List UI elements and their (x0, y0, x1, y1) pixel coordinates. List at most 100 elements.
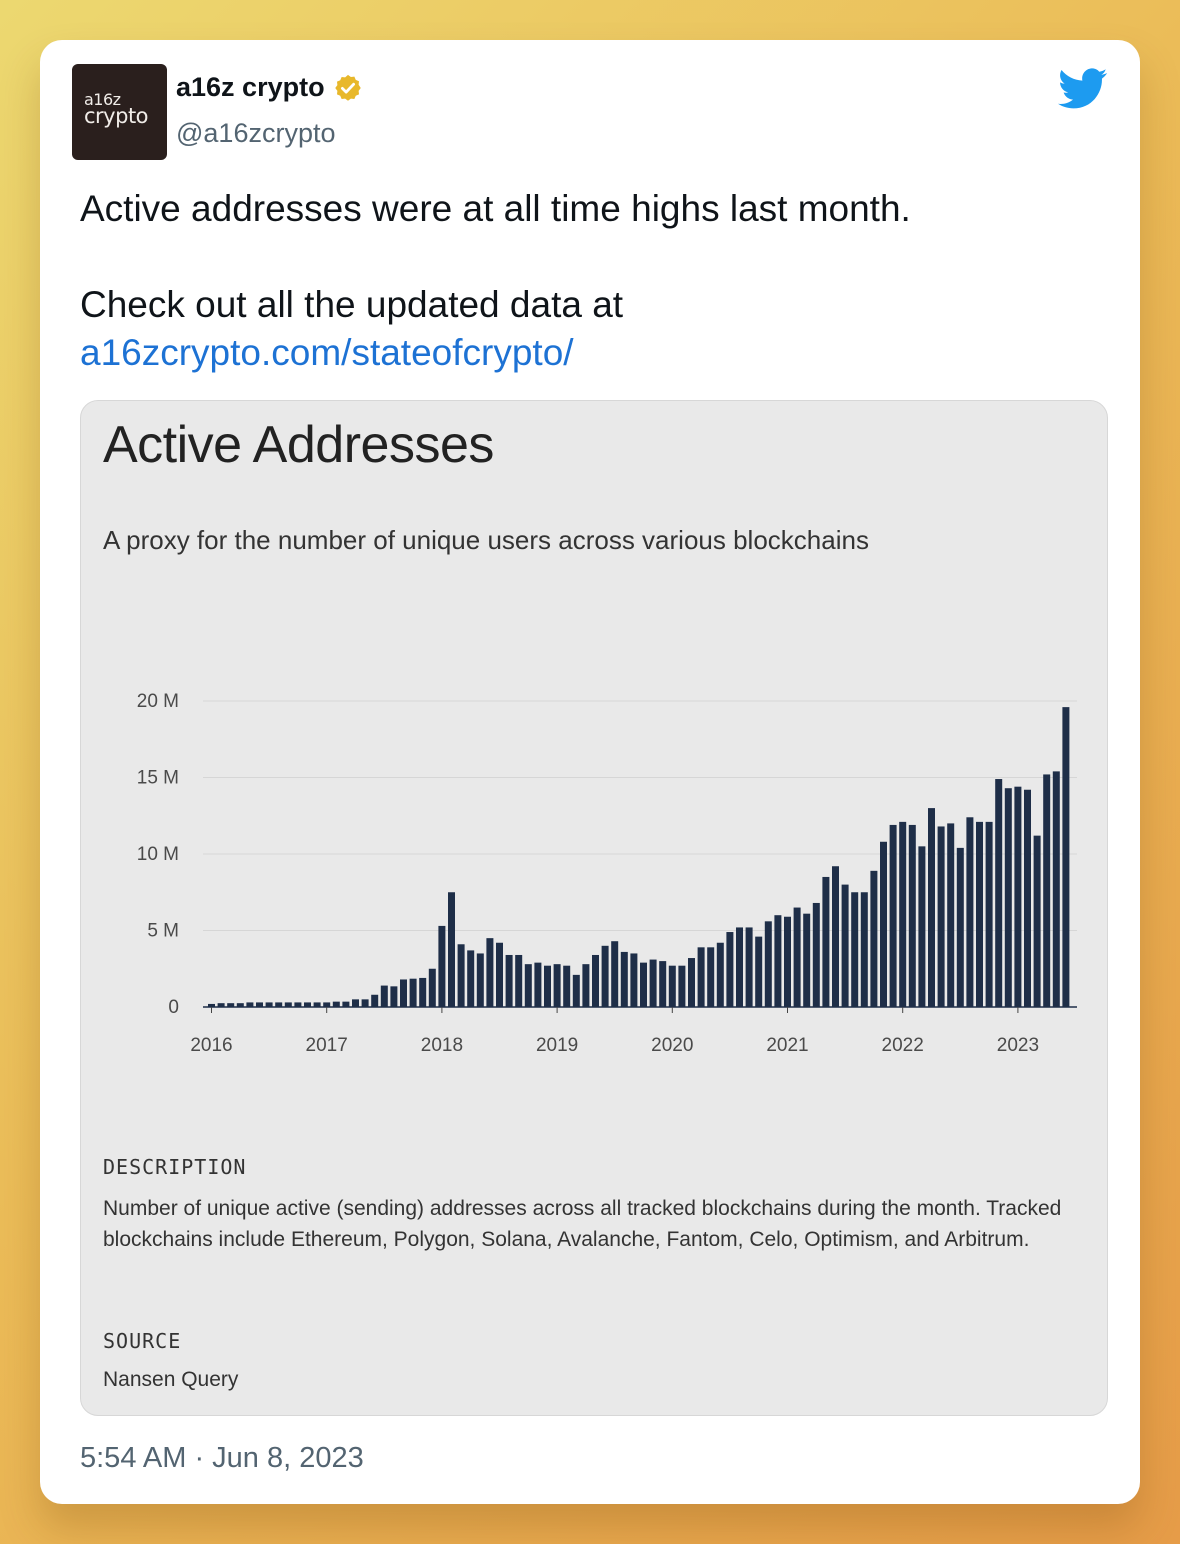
bar (486, 938, 494, 1007)
x-tick-label: 2020 (651, 1035, 693, 1056)
bar (918, 846, 926, 1007)
bar (313, 1002, 321, 1007)
chart-card-image[interactable]: Active Addresses A proxy for the number … (80, 400, 1108, 1416)
chart-title: Active Addresses (103, 416, 494, 474)
bar (217, 1003, 225, 1007)
bar (553, 964, 561, 1007)
bar (246, 1002, 254, 1007)
bar (851, 892, 859, 1007)
avatar[interactable]: a16z crypto (72, 64, 167, 160)
bar (361, 999, 369, 1007)
bar (822, 876, 830, 1007)
bar (563, 965, 571, 1007)
bar (544, 965, 551, 1007)
bar (947, 823, 955, 1007)
bar (899, 821, 907, 1007)
bar (678, 965, 686, 1007)
y-tick-label: 15 M (137, 768, 179, 789)
bar (832, 866, 839, 1007)
bar (304, 1002, 311, 1007)
bar (620, 951, 628, 1007)
bar (1014, 786, 1022, 1007)
bar (1043, 774, 1051, 1007)
bar (505, 954, 513, 1007)
bar (371, 994, 379, 1007)
bar (275, 1002, 283, 1007)
bar (534, 962, 542, 1007)
bar (764, 921, 772, 1007)
bar (908, 824, 916, 1007)
bar (380, 985, 388, 1007)
bar (265, 1002, 273, 1007)
bar (937, 826, 945, 1007)
avatar-logo-line1: a16z (84, 90, 121, 109)
display-name[interactable]: a16z crypto (176, 72, 325, 102)
bar (236, 1003, 244, 1007)
bar (1024, 789, 1031, 1007)
bar (409, 978, 417, 1007)
bar (601, 945, 609, 1007)
bar (880, 841, 887, 1007)
bar (803, 913, 811, 1007)
y-tick-label: 10 M (137, 844, 179, 865)
bar (995, 779, 1003, 1007)
source-heading: SOURCE (103, 1329, 182, 1353)
tweet-text: Active addresses were at all time highs … (80, 185, 1100, 377)
bar (716, 942, 724, 1007)
chart-subtitle: A proxy for the number of unique users a… (103, 525, 869, 555)
bar (688, 958, 695, 1007)
x-tick-label: 2023 (997, 1035, 1039, 1056)
bar (438, 925, 446, 1007)
bar (611, 941, 619, 1007)
tweet-timestamp[interactable]: 5:54 AM · Jun 8, 2023 (80, 1442, 364, 1474)
bar (457, 944, 465, 1007)
description-heading: DESCRIPTION (103, 1155, 247, 1179)
bar (966, 817, 974, 1007)
bar (630, 953, 638, 1007)
bar (572, 974, 580, 1007)
bar (332, 1001, 340, 1007)
source-text: Nansen Query (103, 1368, 239, 1391)
user-handle[interactable]: @a16zcrypto (176, 118, 336, 148)
bar (227, 1003, 235, 1007)
bar (668, 965, 676, 1007)
bar (726, 932, 734, 1007)
bar (736, 927, 743, 1007)
bar (294, 1002, 302, 1007)
bar (400, 979, 407, 1007)
bar (956, 847, 964, 1007)
bar (284, 1002, 292, 1007)
bar (812, 902, 820, 1007)
bar (889, 824, 897, 1007)
bar (352, 999, 359, 1007)
bar (985, 821, 993, 1007)
y-tick-label: 5 M (147, 921, 179, 942)
x-tick-label: 2019 (536, 1035, 578, 1056)
tweet-link[interactable]: a16zcrypto.com/stateofcrypto/ (80, 332, 574, 373)
bar (784, 916, 791, 1007)
active-addresses-chart: 0 5 M 10 M 15 M 20 M 2016 2017 2018 2019 2020 2021… (137, 691, 1077, 1056)
author-name-row: a16z crypto (176, 72, 363, 103)
bar (793, 907, 801, 1007)
bar (1062, 707, 1070, 1007)
bar (860, 892, 868, 1007)
x-tick-label: 2016 (190, 1035, 232, 1056)
bar (515, 954, 523, 1007)
x-tick-label: 2021 (766, 1035, 808, 1056)
bar (467, 950, 475, 1007)
bar (390, 986, 398, 1007)
y-tick-label: 0 (168, 997, 179, 1018)
bar (476, 953, 484, 1007)
x-tick-label: 2017 (306, 1035, 348, 1056)
bar (659, 961, 667, 1007)
verified-badge-icon (334, 74, 361, 101)
bar (323, 1002, 331, 1007)
description-text: Number of unique active (sending) addres… (103, 1197, 1062, 1251)
twitter-bird-icon[interactable] (1058, 68, 1108, 110)
bar (774, 915, 782, 1007)
bar (1033, 835, 1041, 1007)
bar (870, 870, 878, 1007)
bar (342, 1001, 350, 1007)
bar (707, 947, 715, 1007)
bar (697, 947, 705, 1007)
